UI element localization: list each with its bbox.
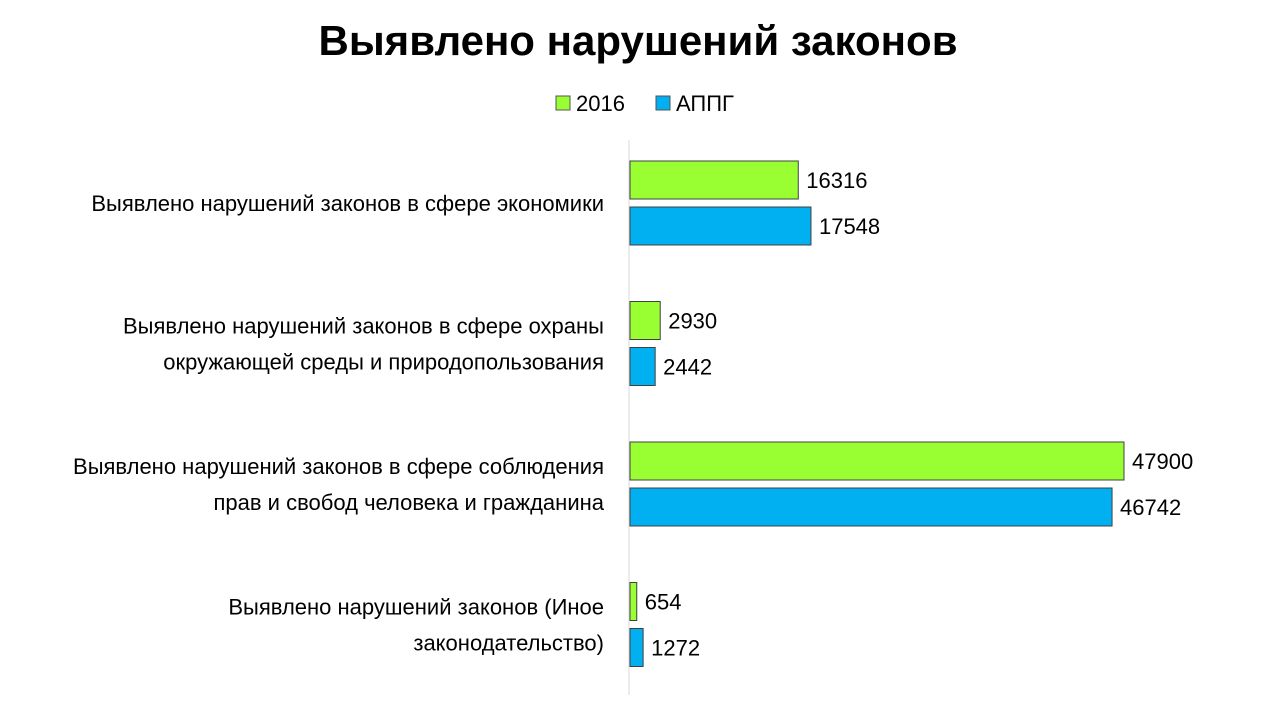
legend: 2016 АППГ (555, 91, 734, 116)
category-label: Выявлено нарушений законов в сфере соблю… (73, 454, 605, 515)
legend-swatch-2016 (555, 95, 571, 111)
data-label: 46742 (1120, 495, 1181, 520)
category-label: Выявлено нарушений законов (Иное законода… (228, 595, 604, 656)
category-label: Выявлено нарушений законов в сфере эконо… (91, 191, 604, 216)
chart-title: Выявлено нарушений законов (318, 17, 957, 64)
data-label: 16316 (806, 168, 867, 193)
legend-swatch-appg (655, 95, 671, 111)
category-label-line: Выявлено нарушений законов в сфере соблю… (73, 454, 604, 479)
bar-2016 (629, 582, 638, 621)
data-label: 654 (645, 590, 682, 615)
category-label: Выявлено нарушений законов в сфере охран… (123, 314, 604, 375)
category-label-line: Выявлено нарушений законов в сфере охран… (123, 314, 604, 339)
category-label-line: окружающей среды и природопользования (163, 350, 604, 375)
data-labels: 16316 17548 2930 2442 47900 46742 654 1272 (645, 168, 1193, 661)
bar-appg (629, 206, 812, 246)
bar-2016 (629, 301, 661, 340)
category-label-line: Выявлено нарушений законов в сфере эконо… (91, 191, 604, 216)
category-label-line: прав и свобод человека и гражданина (214, 490, 605, 515)
category-label-line: законодательство) (413, 631, 604, 656)
data-label: 1272 (651, 636, 700, 661)
data-label: 47900 (1132, 449, 1193, 474)
legend-label-2016: 2016 (576, 91, 625, 116)
bar-appg (629, 347, 656, 386)
bar-2016 (629, 160, 799, 200)
category-labels: Выявлено нарушений законов в сфере эконо… (73, 191, 605, 656)
legend-label-appg: АППГ (676, 91, 734, 116)
data-label: 17548 (819, 214, 880, 239)
data-label: 2930 (668, 309, 717, 334)
bar-appg (629, 628, 644, 667)
category-label-line: Выявлено нарушений законов (Иное (228, 595, 604, 620)
bar-appg (629, 487, 1113, 527)
bars (629, 160, 1125, 667)
bar-2016 (629, 441, 1125, 481)
data-label: 2442 (663, 355, 712, 380)
